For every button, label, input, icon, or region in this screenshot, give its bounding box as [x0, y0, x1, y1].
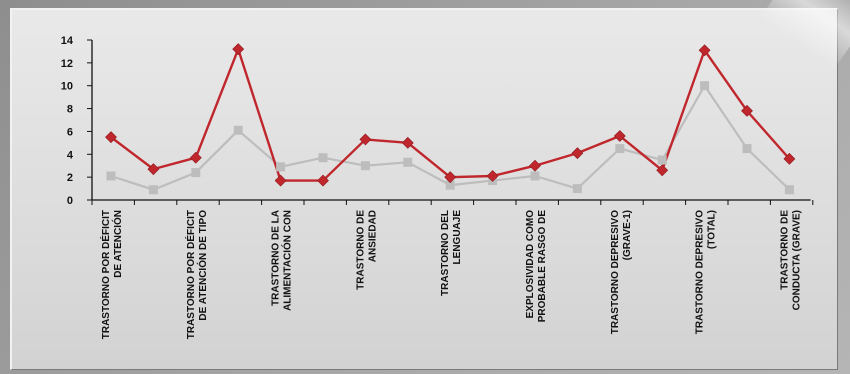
data-point-square [530, 171, 540, 181]
x-category-label: TRASTORNO DE LA ALIMENTACIÓN CON [271, 210, 294, 311]
data-point-square [233, 125, 243, 135]
x-category-label-line: DE ATENCIÓN [111, 210, 124, 278]
data-point-diamond [444, 171, 457, 184]
chart-axes [91, 40, 814, 205]
data-point-diamond [274, 174, 287, 187]
x-category-label-line: TRASTORNO DE [355, 210, 366, 290]
y-tick-label: 14 [61, 35, 74, 47]
data-point-square [318, 153, 328, 163]
data-point-diamond [189, 151, 202, 164]
y-tick-label: 0 [67, 195, 73, 207]
x-axis-labels: TRASTORNO POR DÉFICIT DE ATENCIÓN TRASTORN… [99, 210, 802, 340]
y-tick-label: 12 [61, 58, 73, 70]
x-category-label-line: TRASTORNO DE [779, 210, 790, 290]
data-point-diamond [401, 136, 414, 149]
y-tick-label: 4 [67, 149, 74, 161]
y-axis-ticks: 0 2 4 6 8 10 12 14 [61, 35, 92, 207]
x-category-label-line: TRASTORNO POR DÉFICIT [184, 210, 197, 339]
data-point-square [657, 155, 667, 165]
x-category-label-line: DE ATENCIÓN DE TIPO [196, 210, 209, 321]
data-point-diamond [105, 131, 117, 144]
y-tick-label: 10 [61, 81, 73, 93]
data-point-square [615, 144, 625, 154]
data-point-square [572, 184, 582, 194]
x-category-label-line: LENGUAJE [452, 210, 463, 265]
y-tick-label: 2 [67, 172, 73, 184]
x-category-label-line: ALIMENTACIÓN CON [281, 210, 294, 311]
x-category-label: TRASTORNO DEPRESIVO (TOTAL) [695, 210, 718, 334]
y-tick-label: 8 [67, 104, 73, 116]
data-point-diamond [529, 159, 541, 172]
data-point-square [784, 185, 794, 195]
data-point-diamond [359, 133, 372, 146]
data-point-square [700, 81, 710, 91]
x-category-label: TRASTORNO DEPRESIVO (GRAVE-1) [610, 210, 633, 334]
series-markers [105, 43, 796, 195]
data-point-square [403, 157, 413, 167]
data-point-square [276, 162, 286, 172]
data-point-diamond [232, 43, 245, 56]
x-category-label-line: CONDUCTA (GRAVE) [791, 210, 802, 310]
x-category-label-line: EXPLOSIVIDAD COMO [525, 210, 536, 319]
x-category-label-line: (TOTAL) [707, 210, 718, 249]
data-point-square [148, 185, 158, 195]
x-category-label-line: ANSIEDAD [367, 210, 378, 262]
data-point-diamond [571, 147, 584, 160]
data-point-diamond [486, 170, 499, 182]
x-category-label: TRASTORNO DE CONDUCTA (GRAVE) [779, 210, 802, 311]
data-point-diamond [741, 104, 753, 117]
data-point-diamond [656, 164, 669, 177]
x-category-label: TRASTORNO POR DÉFICIT DE ATENCIÓN [99, 210, 124, 339]
data-point-diamond [783, 152, 796, 165]
x-category-label-line: TRASTORNO POR DÉFICIT [99, 210, 112, 339]
data-point-diamond [613, 130, 626, 142]
data-point-square [106, 171, 116, 181]
x-category-label-line: TRASTORNO DEPRESIVO [610, 210, 621, 334]
data-point-square [742, 144, 752, 154]
x-category-label-line: TRASTORNO DE LA [271, 210, 282, 306]
data-point-square [360, 161, 370, 171]
data-point-square [191, 168, 201, 178]
x-category-label-line: TRASTORNO DEPRESIVO [695, 210, 706, 334]
x-category-label-line: PROBABLE RASGO DE [537, 210, 548, 323]
x-category-label: EXPLOSIVIDAD COMO PROBABLE RASGO DE [525, 210, 548, 323]
x-category-label: TRASTORNO POR DÉFICIT DE ATENCIÓN DE TIPO [184, 210, 209, 339]
data-point-diamond [147, 163, 160, 176]
x-category-label: TRASTORNO DE ANSIEDAD [355, 210, 378, 290]
data-point-diamond [317, 174, 329, 187]
y-tick-label: 6 [67, 126, 73, 138]
x-category-label: TRASTORNO DEL LENGUAJE [440, 210, 463, 296]
x-category-label-line: (GRAVE-1) [622, 210, 633, 260]
data-point-square [445, 180, 455, 190]
x-category-label-line: TRASTORNO DEL [440, 210, 451, 296]
data-point-diamond [698, 44, 711, 57]
series-lines [110, 47, 791, 191]
